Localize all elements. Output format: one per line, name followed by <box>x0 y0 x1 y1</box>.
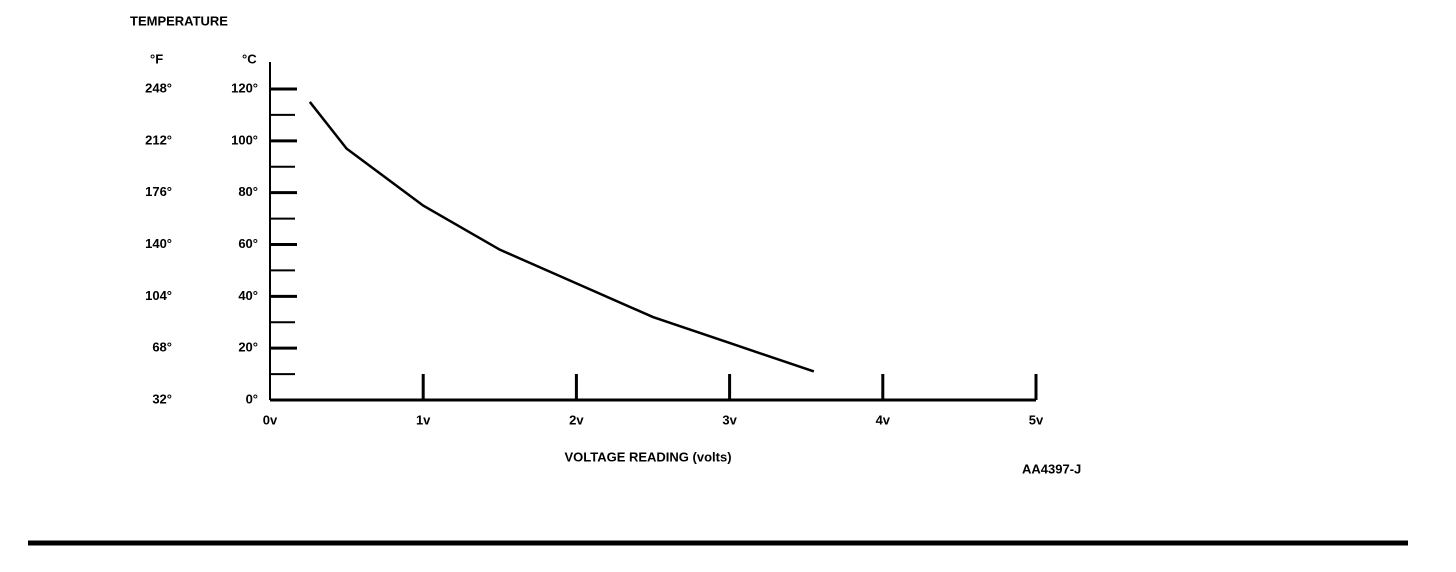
x-tick-label: 0v <box>263 412 278 427</box>
x-tick-label: 4v <box>876 412 891 427</box>
y2-tick-label: 140° <box>145 236 172 251</box>
y-tick-label: 60° <box>238 236 258 251</box>
figure-id: AA4397-J <box>1022 461 1081 476</box>
x-axis-label: VOLTAGE READING (volts) <box>564 449 731 464</box>
x-tick-label: 5v <box>1029 412 1044 427</box>
y2-tick-label: 176° <box>145 184 172 199</box>
y-tick-label: 40° <box>238 288 258 303</box>
y2-tick-label: 248° <box>145 80 172 95</box>
y2-unit: °F <box>150 51 163 66</box>
line-series <box>308 101 815 373</box>
x-tick-label: 2v <box>569 412 584 427</box>
y2-tick-label: 68° <box>152 340 172 355</box>
y2-tick-label: 32° <box>152 391 172 406</box>
x-tick-label: 1v <box>416 412 431 427</box>
y-tick-label: 80° <box>238 184 258 199</box>
x-tick-label: 3v <box>722 412 737 427</box>
chart-title: TEMPERATURE <box>130 13 228 28</box>
y-unit: °C <box>242 51 257 66</box>
y2-tick-label: 212° <box>145 132 172 147</box>
y-tick-label: 0° <box>246 391 258 406</box>
y-tick-label: 100° <box>231 132 258 147</box>
y-tick-label: 20° <box>238 340 258 355</box>
y-tick-label: 120° <box>231 80 258 95</box>
y2-tick-label: 104° <box>145 288 172 303</box>
